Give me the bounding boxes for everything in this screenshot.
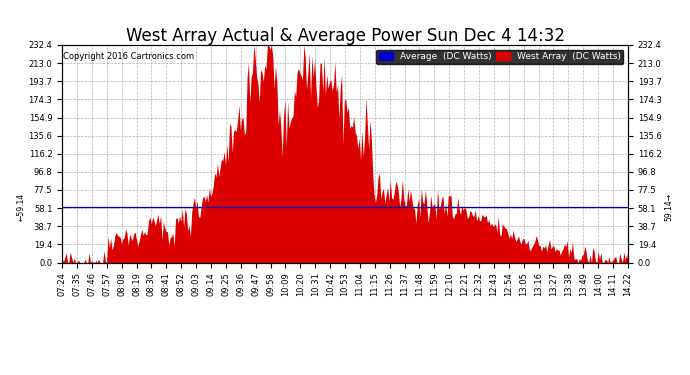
Legend: Average  (DC Watts), West Array  (DC Watts): Average (DC Watts), West Array (DC Watts…	[377, 50, 623, 64]
Text: ←59.14: ←59.14	[17, 193, 26, 221]
Text: 59.14→: 59.14→	[664, 193, 673, 221]
Text: Copyright 2016 Cartronics.com: Copyright 2016 Cartronics.com	[63, 51, 195, 60]
Title: West Array Actual & Average Power Sun Dec 4 14:32: West Array Actual & Average Power Sun De…	[126, 27, 564, 45]
